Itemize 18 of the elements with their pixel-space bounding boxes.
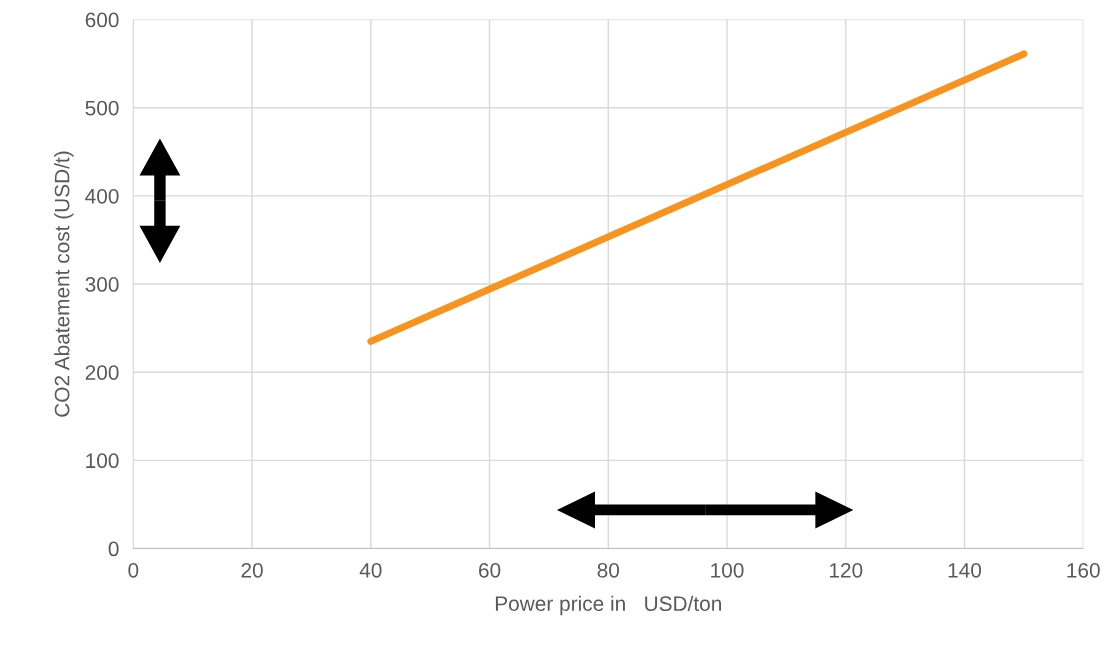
x-tick-label: 100: [711, 562, 744, 578]
y-tick-label: 600: [85, 12, 119, 28]
x-tick-label: 140: [948, 562, 982, 578]
x-tick-label: 80: [597, 562, 620, 578]
x-tick-label: 120: [829, 562, 863, 578]
x-tick-label: 60: [479, 562, 501, 578]
x-axis-title: Power price in USD/ton: [495, 595, 721, 616]
y-tick-label: 200: [85, 365, 119, 380]
y-tick-label: 400: [85, 188, 119, 204]
y-tick-label: 500: [85, 100, 119, 116]
y-tick-label: 0: [108, 541, 119, 557]
y-axis-title: CO2 Abatement cost (USD/t): [54, 151, 74, 417]
y-tick-label: 300: [85, 277, 119, 292]
x-tick-label: 20: [241, 562, 263, 578]
x-tick-label: 40: [359, 562, 382, 578]
x-tick-label: 0: [128, 562, 139, 578]
y-tick-label: 100: [86, 453, 119, 469]
x-tick-label: 160: [1067, 562, 1100, 578]
